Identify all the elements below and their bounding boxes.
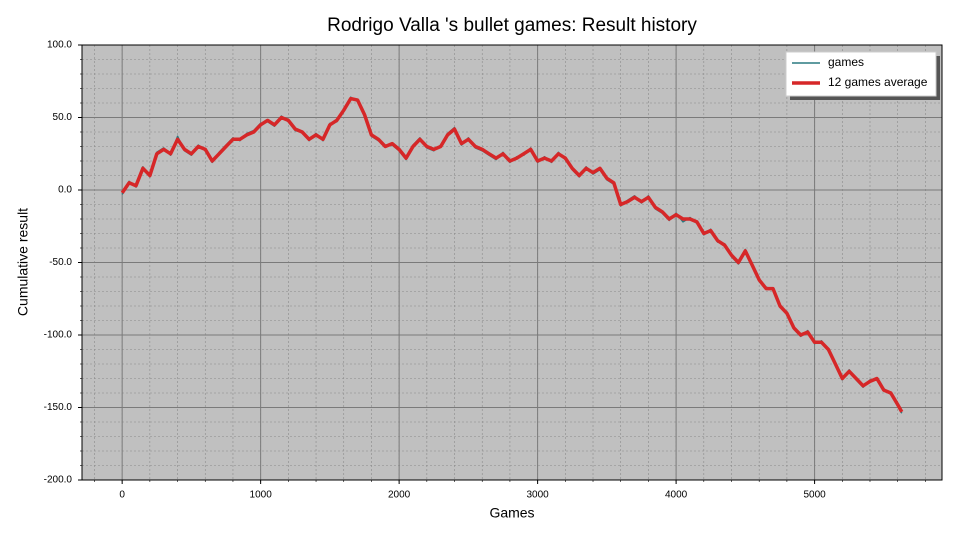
chart-title: Rodrigo Valla 's bullet games: Result hi… <box>327 15 697 36</box>
y-tick-label: -200.0 <box>44 475 73 486</box>
x-tick-label: 1000 <box>250 490 273 501</box>
legend-label: games <box>828 55 864 69</box>
x-tick-label: 5000 <box>803 490 826 501</box>
x-tick-label: 0 <box>119 490 125 501</box>
y-tick-label: 50.0 <box>53 112 73 123</box>
y-axis-label: Cumulative result <box>15 208 31 316</box>
y-tick-label: -150.0 <box>44 402 73 413</box>
x-tick-label: 2000 <box>388 490 411 501</box>
y-tick-label: 100.0 <box>47 40 72 51</box>
line-series <box>120 96 904 413</box>
y-tick-label: -100.0 <box>44 330 73 341</box>
plot-frame <box>81 44 943 481</box>
x-tick-label: 4000 <box>665 490 688 501</box>
legend-box <box>785 51 937 97</box>
y-tick-label: -50.0 <box>49 257 72 268</box>
x-tick-label: 3000 <box>526 490 549 501</box>
x-axis-label: Games <box>489 505 534 521</box>
legend-label: 12 games average <box>828 75 928 89</box>
y-tick-label: 0.0 <box>58 185 72 196</box>
